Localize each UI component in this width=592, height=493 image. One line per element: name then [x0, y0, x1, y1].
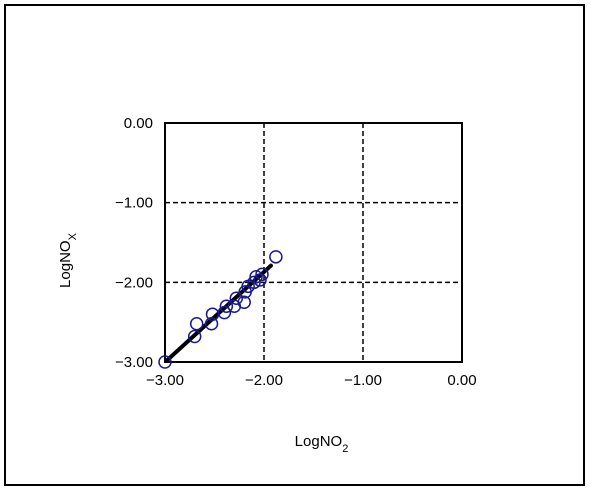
y-tick-label: −2.00 — [115, 274, 153, 291]
grid-lines — [165, 123, 462, 362]
data-point — [229, 291, 244, 306]
data-point — [158, 355, 172, 369]
plot-area — [164, 122, 463, 363]
x-axis-title: LogNO2 — [295, 433, 349, 455]
data-point — [269, 250, 283, 264]
y-axis-title: LogNOX — [57, 232, 79, 288]
y-tick-label: −3.00 — [115, 354, 153, 371]
data-point — [204, 317, 219, 331]
x-tick-label: −1.00 — [344, 372, 382, 389]
data-points — [158, 250, 283, 369]
x-axis-title-subscript: 2 — [342, 443, 348, 455]
x-tick-label: −3.00 — [146, 372, 184, 389]
y-axis-title-subscript: X — [67, 232, 79, 240]
x-axis-ticks: −3.00 −2.00 −1.00 0.00 — [146, 372, 477, 389]
data-point — [255, 267, 269, 282]
y-axis-ticks: −3.00 −2.00 −1.00 0.00 — [115, 115, 153, 371]
x-tick-label: −2.00 — [245, 372, 283, 389]
data-point — [217, 305, 232, 320]
data-point — [219, 299, 234, 313]
data-point — [189, 317, 204, 331]
y-tick-label: 0.00 — [124, 115, 153, 132]
data-point — [187, 329, 202, 344]
y-axis-title-main: LogNO — [57, 240, 74, 288]
data-point — [247, 275, 261, 290]
data-point — [249, 270, 263, 284]
data-point — [237, 295, 251, 309]
y-tick-label: −1.00 — [115, 195, 153, 212]
data-point — [253, 273, 267, 287]
x-tick-label: 0.00 — [447, 372, 476, 389]
x-axis-title-main: LogNO — [295, 433, 343, 450]
chart-frame — [4, 4, 585, 486]
